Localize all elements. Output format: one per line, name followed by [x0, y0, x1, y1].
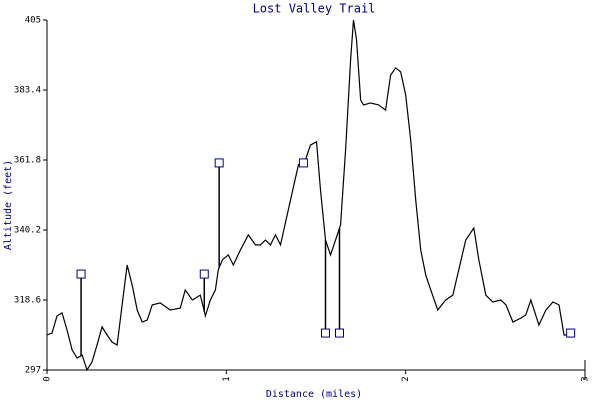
- waypoint: [214, 158, 224, 168]
- y-tick-label: 383.4: [14, 86, 41, 96]
- chart-title: Lost Valley Trail: [253, 2, 376, 16]
- y-axis-label: Altitude (feet): [3, 160, 14, 250]
- y-tick-label: 340.2: [14, 226, 41, 236]
- x-axis-label: Distance (miles): [266, 389, 362, 400]
- waypoint: [321, 328, 331, 338]
- x-tick-label: 2: [401, 376, 411, 381]
- y-tick-label: 405: [25, 16, 41, 26]
- waypoint: [334, 328, 344, 338]
- x-tick-label: 0: [43, 376, 53, 381]
- profile-line: [46, 19, 572, 372]
- waypoint: [566, 328, 576, 338]
- x-tick-label: 1: [222, 376, 232, 381]
- y-tick-label: 361.8: [14, 156, 41, 166]
- y-tick-label: 318.6: [14, 296, 41, 306]
- waypoint: [76, 269, 86, 279]
- waypoint: [199, 269, 209, 279]
- x-tick-label: 3: [581, 376, 591, 381]
- waypoint: [298, 158, 308, 168]
- y-tick-label: 297: [25, 366, 41, 376]
